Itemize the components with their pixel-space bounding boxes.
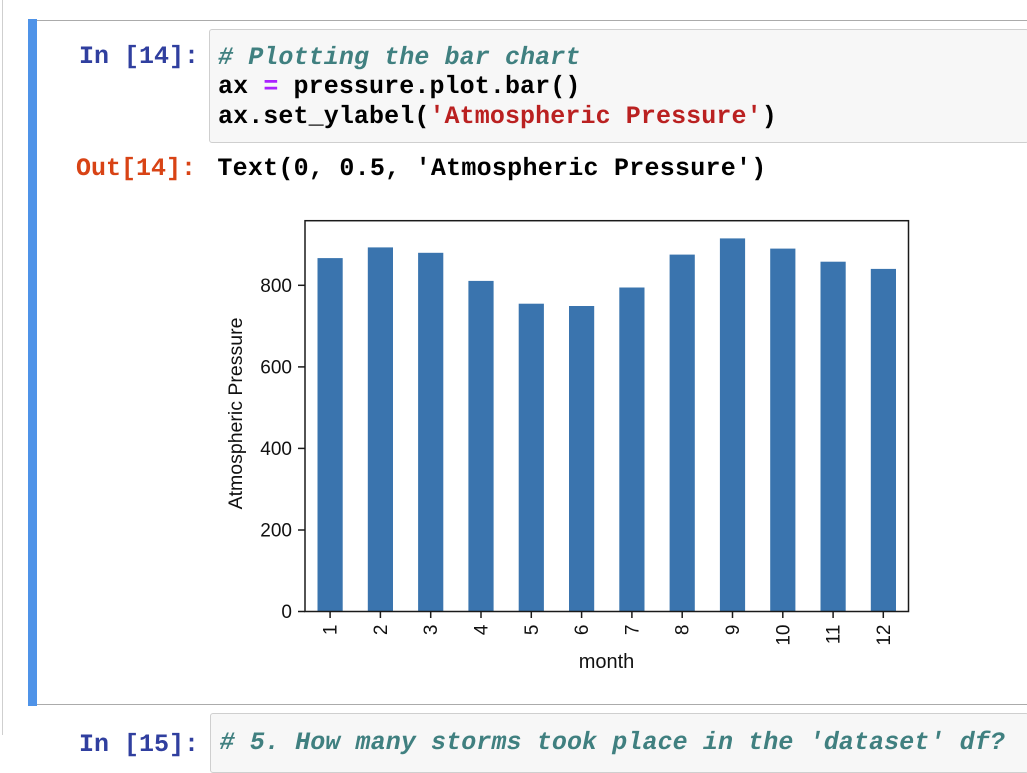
- svg-text:1: 1: [321, 625, 342, 636]
- svg-text:9: 9: [723, 625, 744, 636]
- svg-text:3: 3: [421, 625, 442, 636]
- svg-text:month: month: [579, 651, 635, 673]
- svg-text:4: 4: [472, 624, 493, 635]
- svg-text:2: 2: [371, 625, 392, 636]
- svg-text:Atmospheric Pressure: Atmospheric Pressure: [225, 318, 247, 510]
- svg-text:10: 10: [773, 625, 794, 646]
- svg-text:5: 5: [522, 625, 543, 636]
- svg-text:8: 8: [673, 625, 694, 636]
- svg-text:600: 600: [260, 358, 292, 379]
- svg-text:200: 200: [260, 521, 292, 542]
- svg-text:12: 12: [874, 625, 895, 646]
- svg-text:0: 0: [281, 602, 292, 623]
- svg-text:6: 6: [572, 625, 593, 636]
- svg-text:7: 7: [622, 625, 643, 636]
- svg-text:11: 11: [824, 625, 845, 645]
- svg-text:400: 400: [260, 439, 292, 460]
- svg-text:800: 800: [260, 276, 292, 297]
